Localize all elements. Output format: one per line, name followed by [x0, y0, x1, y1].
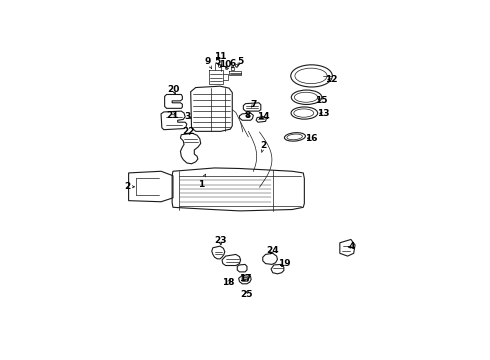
Text: 10: 10 — [220, 60, 232, 69]
Text: 1: 1 — [197, 174, 205, 189]
Text: 6: 6 — [229, 59, 235, 68]
Text: 3: 3 — [185, 112, 191, 121]
Text: 2: 2 — [124, 182, 134, 191]
Text: 15: 15 — [315, 95, 327, 104]
Text: 25: 25 — [240, 291, 252, 300]
Text: 20: 20 — [167, 85, 179, 94]
Text: 12: 12 — [325, 75, 337, 84]
Text: 9: 9 — [204, 57, 212, 69]
Text: 22: 22 — [182, 127, 195, 136]
Text: 19: 19 — [278, 259, 291, 268]
Text: 16: 16 — [305, 134, 318, 143]
Text: 4: 4 — [348, 242, 355, 251]
Text: 7: 7 — [250, 100, 257, 109]
Text: 2: 2 — [261, 141, 267, 153]
Text: 11: 11 — [214, 52, 226, 67]
Text: 23: 23 — [214, 236, 226, 245]
Text: 8: 8 — [245, 111, 251, 120]
Text: 5: 5 — [237, 57, 243, 66]
Text: 17: 17 — [239, 274, 251, 283]
Text: 13: 13 — [318, 109, 330, 118]
Text: 21: 21 — [167, 111, 179, 120]
Text: 18: 18 — [222, 278, 235, 287]
Text: 14: 14 — [257, 112, 270, 121]
Text: 24: 24 — [267, 246, 279, 255]
Text: 5: 5 — [214, 57, 220, 66]
